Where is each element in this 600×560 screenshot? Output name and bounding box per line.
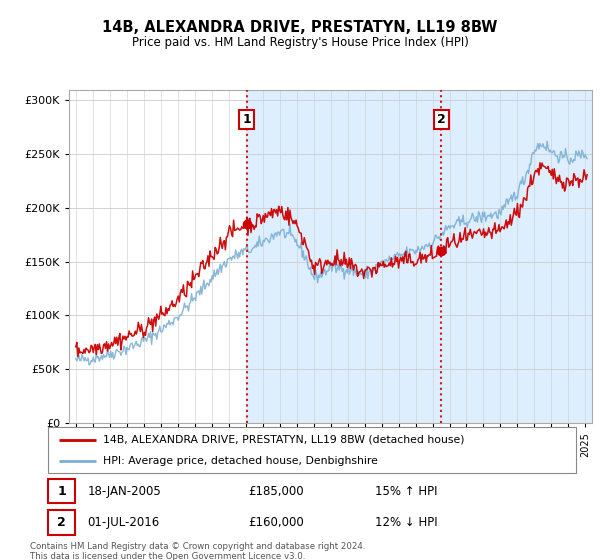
Text: Price paid vs. HM Land Registry's House Price Index (HPI): Price paid vs. HM Land Registry's House … [131, 36, 469, 49]
Text: 18-JAN-2005: 18-JAN-2005 [88, 484, 161, 498]
FancyBboxPatch shape [48, 510, 76, 535]
Text: 2: 2 [58, 516, 66, 529]
FancyBboxPatch shape [48, 427, 576, 473]
Text: £160,000: £160,000 [248, 516, 304, 529]
Text: 1: 1 [242, 113, 251, 126]
Text: 15% ↑ HPI: 15% ↑ HPI [376, 484, 438, 498]
Text: 12% ↓ HPI: 12% ↓ HPI [376, 516, 438, 529]
Text: 14B, ALEXANDRA DRIVE, PRESTATYN, LL19 8BW: 14B, ALEXANDRA DRIVE, PRESTATYN, LL19 8B… [103, 20, 497, 35]
Bar [247, 90, 441, 423]
Bar [441, 90, 592, 423]
Text: £185,000: £185,000 [248, 484, 304, 498]
Text: Contains HM Land Registry data © Crown copyright and database right 2024.
This d: Contains HM Land Registry data © Crown c… [30, 542, 365, 560]
Text: 01-JUL-2016: 01-JUL-2016 [88, 516, 160, 529]
Text: HPI: Average price, detached house, Denbighshire: HPI: Average price, detached house, Denb… [103, 456, 379, 466]
Text: 14B, ALEXANDRA DRIVE, PRESTATYN, LL19 8BW (detached house): 14B, ALEXANDRA DRIVE, PRESTATYN, LL19 8B… [103, 435, 465, 445]
Text: 2: 2 [437, 113, 445, 126]
Text: 1: 1 [58, 484, 66, 498]
FancyBboxPatch shape [48, 479, 76, 503]
